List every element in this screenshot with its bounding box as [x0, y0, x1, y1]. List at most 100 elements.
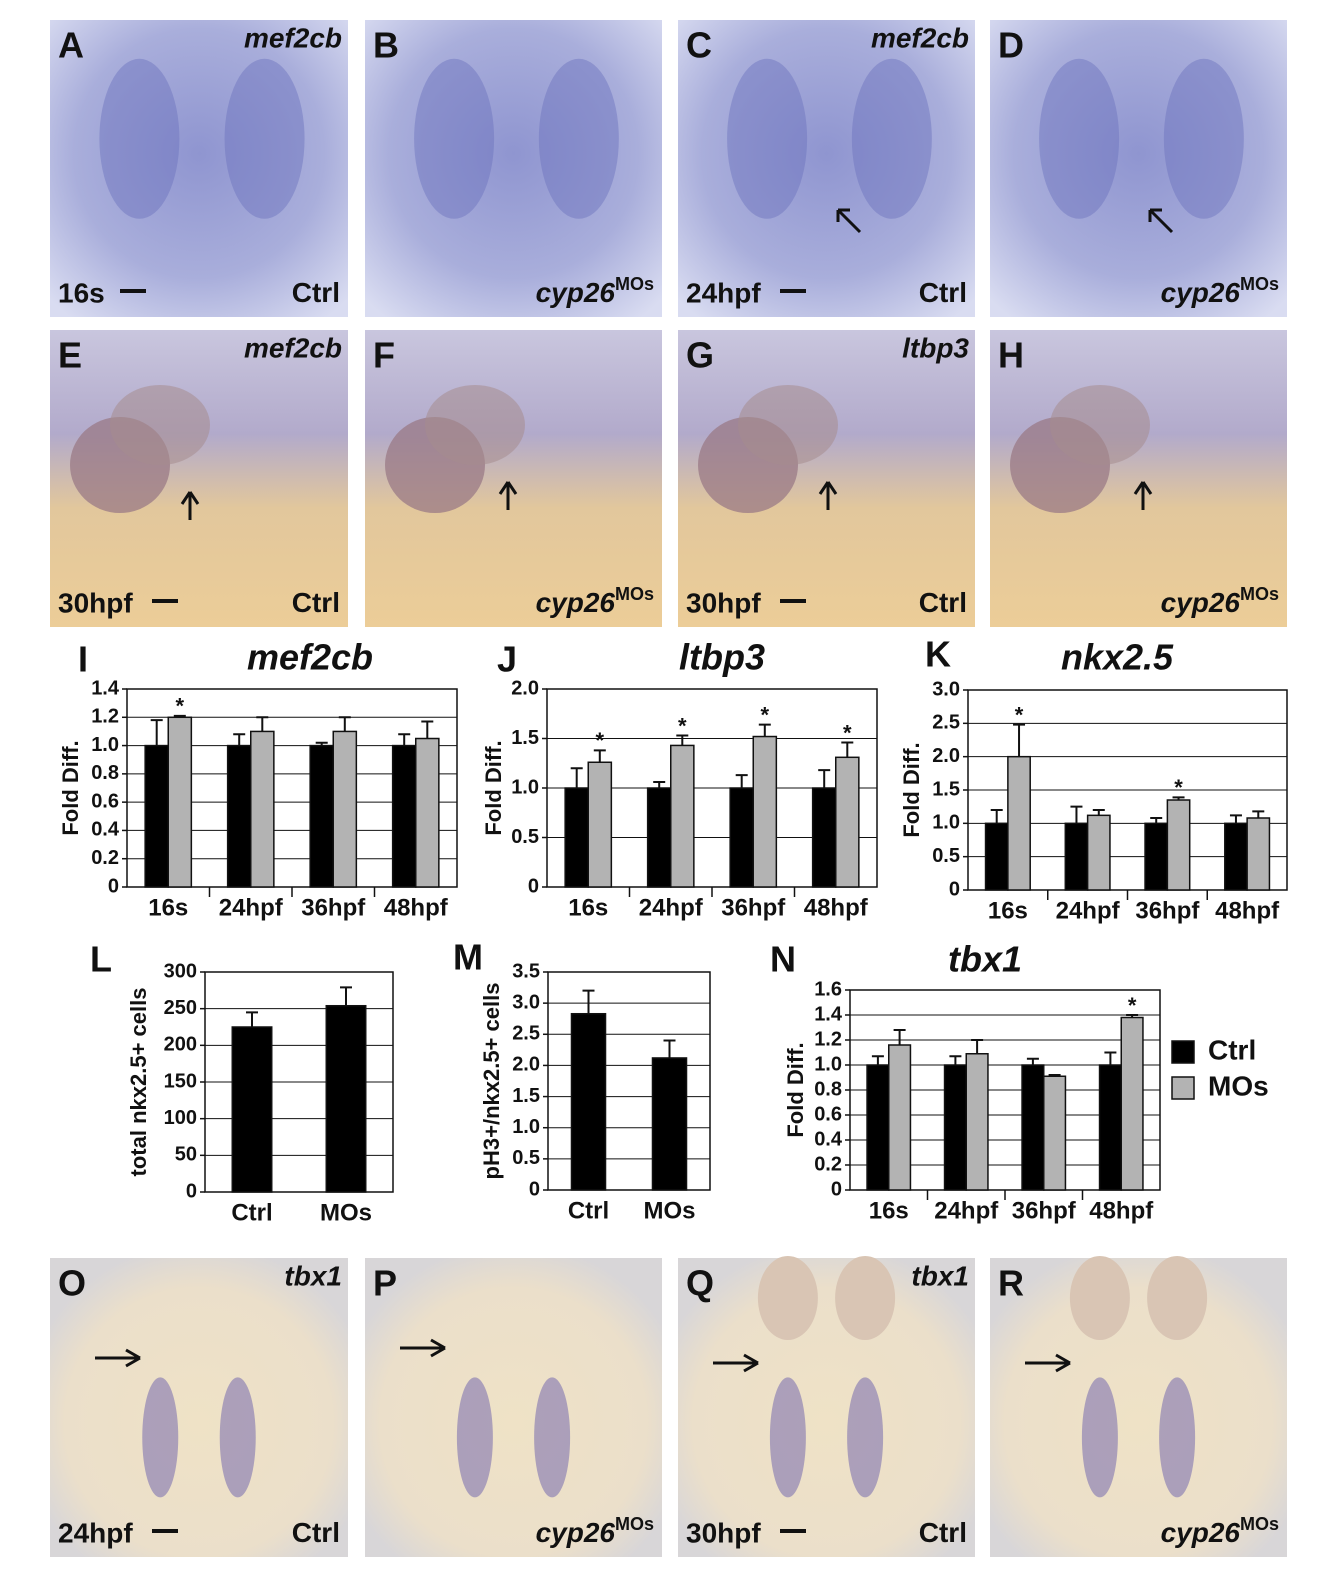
condition-label: cyp26MOs	[1161, 1514, 1279, 1549]
y-tick-label: 1.4	[91, 677, 120, 699]
arrow	[1148, 208, 1174, 234]
bar	[984, 822, 1009, 891]
y-axis-label: Fold Diff.	[899, 742, 924, 837]
arrow	[180, 491, 200, 520]
y-tick-label: 1.4	[814, 1003, 843, 1025]
stripe	[1159, 1377, 1196, 1498]
y-axis-label: total nkx2.5+ cells	[126, 988, 151, 1177]
condition-superscript: MOs	[615, 584, 654, 604]
panel-label: N	[770, 939, 796, 980]
y-tick-label: 1.0	[91, 734, 119, 756]
bar	[811, 787, 837, 888]
y-tick-label: 150	[164, 1070, 197, 1092]
panel-label: Q	[686, 1263, 714, 1304]
legend-swatch	[1171, 1076, 1195, 1100]
error-bar	[990, 809, 1003, 824]
arrow	[95, 1348, 141, 1368]
stage-label: 24hpf	[58, 1517, 133, 1548]
significance-marker: *	[843, 720, 852, 745]
stripe	[1081, 1377, 1118, 1498]
bar	[866, 1064, 890, 1191]
eye	[110, 385, 210, 465]
bar	[570, 1012, 607, 1191]
bar	[943, 1064, 967, 1191]
eye	[1147, 1256, 1208, 1340]
bar	[1021, 1064, 1045, 1191]
error-bar	[233, 733, 246, 746]
stripe	[534, 1377, 571, 1498]
x-tick-label: 36hpf	[1135, 897, 1200, 924]
error-bar	[173, 714, 186, 718]
y-tick-label: 0.8	[91, 762, 119, 784]
y-tick-label: 0.5	[932, 845, 960, 867]
micrograph	[990, 20, 1287, 317]
x-tick-label: MOs	[320, 1199, 372, 1226]
error-bar	[653, 781, 666, 788]
stage-label: 30hpf	[686, 1517, 761, 1548]
panel-label: R	[998, 1263, 1024, 1304]
y-axis-label: Fold Diff.	[58, 740, 83, 835]
error-bar	[582, 989, 595, 1014]
x-tick-label: 16s	[988, 897, 1028, 924]
condition-superscript: MOs	[1240, 584, 1279, 604]
y-tick-label: 3.0	[932, 678, 960, 700]
panel-label: K	[925, 634, 951, 675]
bar	[325, 1004, 367, 1193]
bar	[888, 1044, 912, 1191]
y-tick-label: 1.0	[932, 812, 960, 834]
condition: Ctrl	[292, 587, 340, 618]
y-tick-label: 0.4	[91, 819, 120, 841]
micrograph	[678, 1258, 975, 1557]
error-bar	[1048, 1074, 1061, 1077]
chart-title: mef2cb	[247, 637, 373, 678]
error-bar	[1150, 817, 1163, 824]
x-tick-label: 48hpf	[1089, 1197, 1154, 1224]
error-bar	[663, 1039, 676, 1058]
y-tick-label: 0	[529, 1178, 540, 1200]
gene-label: ltbp3	[902, 332, 969, 363]
eye	[757, 1256, 818, 1340]
bar	[1098, 1064, 1123, 1191]
bar	[1086, 814, 1111, 891]
bar	[752, 735, 778, 888]
panel-label: F	[373, 335, 395, 376]
panel-label: J	[497, 639, 517, 680]
condition-label: cyp26MOs	[536, 1514, 654, 1549]
y-tick-label: 50	[175, 1144, 197, 1166]
error-bar	[1013, 723, 1026, 757]
significance-marker: *	[1128, 993, 1137, 1018]
panel-label: H	[998, 335, 1024, 376]
error-bar	[871, 1055, 884, 1065]
chart-title: tbx1	[948, 939, 1022, 980]
condition: cyp26	[1161, 1517, 1241, 1548]
plot-frame	[547, 971, 711, 1191]
condition-superscript: MOs	[1240, 274, 1279, 294]
error-bar	[593, 749, 606, 763]
bar	[415, 737, 440, 888]
error-bar	[1252, 810, 1265, 818]
y-tick-label: 1.0	[511, 776, 539, 798]
panel-label: D	[998, 25, 1024, 66]
gene-label: tbx1	[911, 1260, 969, 1291]
y-tick-label: 3.0	[512, 991, 540, 1013]
significance-marker: *	[176, 694, 185, 719]
tissue	[851, 58, 932, 219]
condition: cyp26	[536, 277, 616, 308]
y-tick-label: 1.2	[91, 706, 119, 728]
y-tick-label: 2.5	[932, 712, 960, 734]
condition-label: Ctrl	[919, 587, 967, 618]
x-tick-label: 24hpf	[1056, 897, 1121, 924]
condition: Ctrl	[292, 277, 340, 308]
error-bar	[1172, 796, 1185, 800]
panel-label: M	[453, 937, 483, 978]
condition-label: Ctrl	[292, 277, 340, 308]
y-tick-label: 0	[186, 1180, 197, 1202]
condition-label: Ctrl	[292, 587, 340, 618]
condition: Ctrl	[919, 1517, 967, 1548]
x-tick-label: Ctrl	[231, 1199, 272, 1226]
tissue	[99, 58, 180, 219]
bar	[231, 1026, 273, 1193]
condition-superscript: MOs	[615, 274, 654, 294]
error-bar	[893, 1029, 906, 1045]
condition: cyp26	[1161, 277, 1241, 308]
